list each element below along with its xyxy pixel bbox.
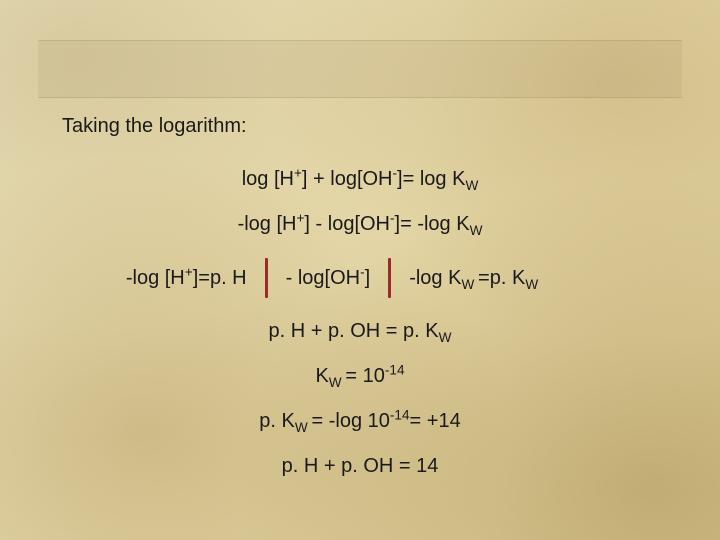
eq3-p3-sub2: W [525, 277, 538, 292]
eq1-pre: log [H [242, 168, 294, 190]
eq5-mid: = 10 [345, 365, 384, 387]
divider-bar-2 [388, 258, 391, 298]
eq6-mid: = -log 10 [311, 410, 389, 432]
equation-5: KW = 10-14 [60, 365, 660, 388]
eq3-p1-post: ]=p. H [193, 267, 247, 289]
eq3-p2-post: ] [365, 267, 371, 289]
eq5-pre: K [315, 365, 328, 387]
equation-6: p. KW = -log 10-14= +14 [60, 410, 660, 433]
eq5-sub: W [329, 375, 346, 390]
slide-content: Taking the logarithm: log [H+] + log[OH-… [0, 0, 720, 540]
eq6-pre: p. K [259, 410, 295, 432]
eq6-post: = +14 [410, 410, 461, 432]
eq1-mid2: ]= log K [397, 168, 465, 190]
eq4-pre: p. H + p. OH = p. K [269, 320, 439, 342]
eq3-part3: -log KW =p. KW [409, 267, 538, 290]
eq1-sub: W [465, 178, 478, 193]
heading-text: Taking the logarithm: [62, 115, 660, 138]
eq3-p2-pre: - log[OH [286, 267, 360, 289]
eq3-p3-sub1: W [461, 277, 478, 292]
eq4-sub: W [439, 330, 452, 345]
eq3-p1-sup: + [185, 264, 193, 279]
eq2-pre: -log [H [238, 213, 297, 235]
eq6-sub: W [295, 420, 312, 435]
eq2-sub: W [470, 223, 483, 238]
eq1-sup1: + [294, 165, 302, 180]
eq3-part2: - log[OH-] [286, 267, 371, 290]
eq6-sup: -14 [390, 407, 410, 422]
eq2-mid2: ]= -log K [395, 213, 470, 235]
eq2-mid1: ] - log[OH [304, 213, 390, 235]
eq3-part1: -log [H+]=p. H [126, 267, 247, 290]
equation-2: -log [H+] - log[OH-]= -log KW [60, 213, 660, 236]
equation-3-row: -log [H+]=p. H - log[OH-] -log KW =p. KW [32, 258, 632, 298]
divider-bar-1 [265, 258, 268, 298]
equation-4: p. H + p. OH = p. KW [60, 320, 660, 343]
eq5-sup: -14 [385, 362, 405, 377]
eq1-mid1: ] + log[OH [302, 168, 393, 190]
equation-7: p. H + p. OH = 14 [60, 455, 660, 478]
eq3-p3-mid: =p. K [478, 267, 525, 289]
eq3-p1-pre: -log [H [126, 267, 185, 289]
equation-1: log [H+] + log[OH-]= log KW [60, 168, 660, 191]
eq3-p3-pre: -log K [409, 267, 461, 289]
